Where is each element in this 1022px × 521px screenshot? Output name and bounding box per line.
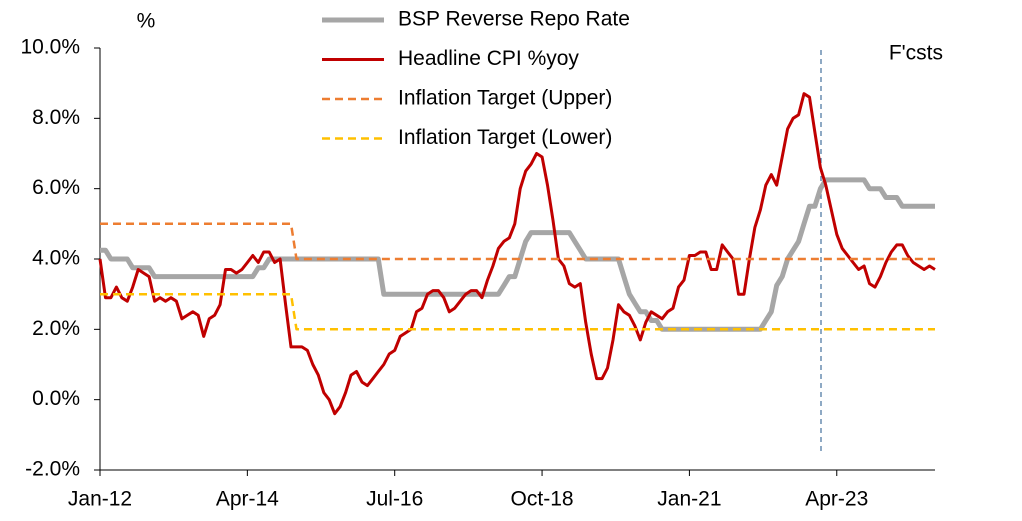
y-tick-label: 4.0% — [32, 247, 80, 270]
y-tick-label: 2.0% — [32, 317, 80, 340]
legend-label: BSP Reverse Repo Rate — [398, 8, 630, 31]
y-tick-label: 6.0% — [32, 176, 80, 199]
x-tick-label: Apr-23 — [805, 488, 868, 511]
series-line — [100, 177, 935, 332]
y-tick-label: 10.0% — [20, 36, 80, 59]
legend-label: Headline CPI %yoy — [398, 47, 579, 70]
series-line — [100, 222, 935, 261]
series-line — [100, 292, 935, 331]
y-tick-label: 0.0% — [32, 387, 80, 410]
legend-label: Inflation Target (Lower) — [398, 126, 612, 149]
y-tick-label: 8.0% — [32, 106, 80, 129]
x-tick-label: Jan-21 — [657, 488, 721, 511]
legend-label: Inflation Target (Upper) — [398, 87, 612, 110]
series-line — [98, 92, 936, 416]
x-tick-label: Jul-16 — [366, 488, 423, 511]
y-axis-label: % — [137, 10, 156, 33]
y-tick-label: -2.0% — [25, 458, 80, 481]
x-tick-label: Oct-18 — [511, 488, 574, 511]
x-tick-label: Apr-14 — [216, 488, 279, 511]
annotation: F'csts — [889, 42, 943, 65]
x-tick-label: Jan-12 — [68, 488, 132, 511]
